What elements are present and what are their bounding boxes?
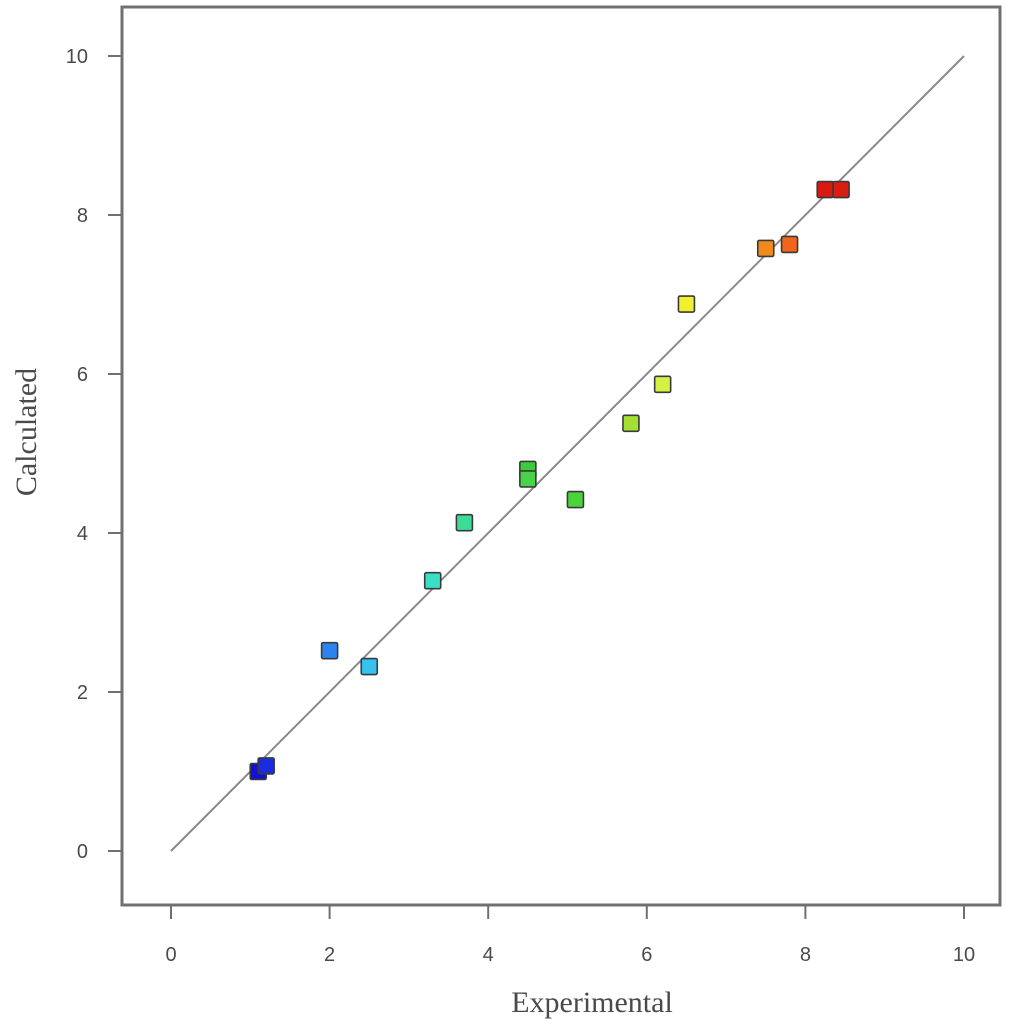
data-point [653,375,672,394]
data-points [249,180,850,781]
data-point [756,239,775,258]
y-tick-label: 6 [77,364,88,386]
data-point [622,414,640,433]
x-tick-label: 4 [483,944,494,966]
y-tick-label: 8 [77,205,88,227]
data-point [566,490,585,509]
x-tick-label: 8 [800,944,811,966]
y-tick-label: 0 [77,841,88,863]
data-point [519,470,537,488]
data-point [816,180,835,199]
x-tick-label: 2 [324,944,335,966]
x-tick-label: 10 [953,944,975,966]
x-axis: 0 2 4 6 8 10 [165,905,975,966]
reference-line [170,55,965,852]
y-axis-title: Calculated [10,368,43,496]
data-point [455,513,474,532]
y-axis: 0 2 4 6 8 10 [66,46,122,863]
data-point [677,295,696,313]
x-axis-title: Experimental [511,986,673,1019]
plot-frame [120,5,1002,907]
data-point [832,180,850,199]
x-tick-label: 0 [165,944,176,966]
y-tick-label: 10 [66,46,88,68]
data-point [423,571,442,590]
data-point [780,235,799,254]
y-tick-label: 4 [77,523,88,545]
data-point [320,641,339,660]
data-point [257,757,275,775]
data-point [360,657,379,676]
x-tick-label: 6 [641,944,652,966]
y-tick-label: 2 [77,682,88,704]
